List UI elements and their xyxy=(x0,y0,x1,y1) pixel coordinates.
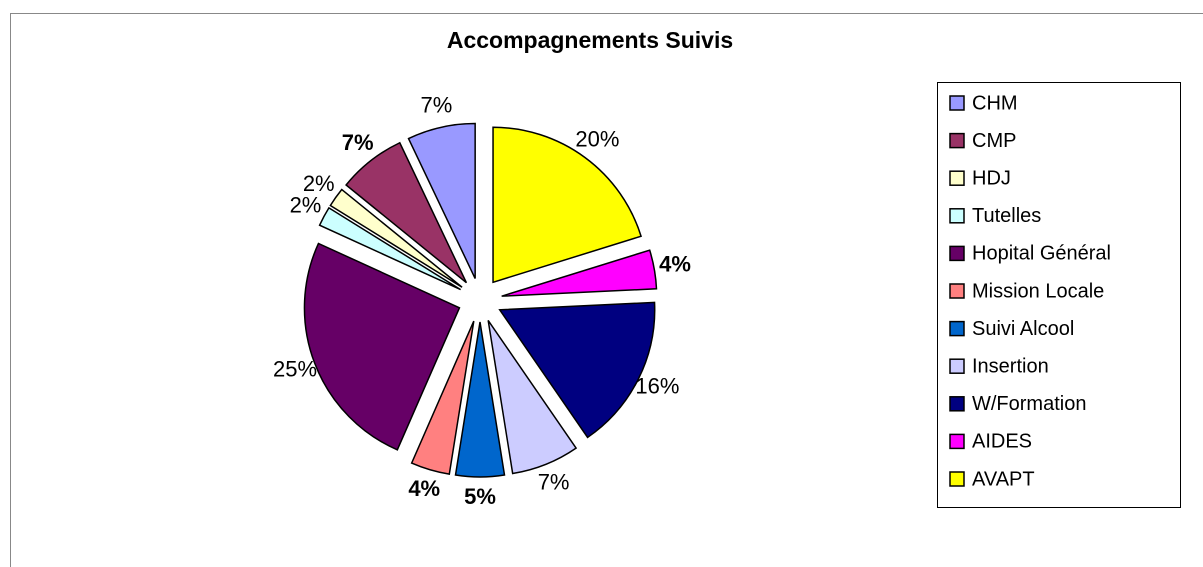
legend-label: Mission Locale xyxy=(972,280,1104,302)
data-label: 5% xyxy=(464,484,496,509)
chart-title: Accompagnements Suivis xyxy=(447,27,733,53)
pie-slice xyxy=(318,206,462,291)
pie-slice xyxy=(407,122,476,279)
legend-swatch xyxy=(949,396,965,412)
legend-swatch xyxy=(949,358,965,374)
legend-swatch xyxy=(949,320,965,337)
legend-label: AIDES xyxy=(972,431,1032,453)
legend-box xyxy=(937,82,1181,508)
data-label: 20% xyxy=(575,126,619,151)
pie-slice xyxy=(454,321,506,478)
legend-label: CMP xyxy=(972,130,1016,152)
pie-slice xyxy=(498,301,656,439)
pie-slice xyxy=(345,141,468,284)
pie-slice xyxy=(329,188,463,288)
legend-swatch xyxy=(949,170,965,186)
legend-label: HDJ xyxy=(972,167,1011,189)
legend-label: AVAPT xyxy=(972,468,1035,490)
legend-swatch xyxy=(949,95,965,111)
data-label: 7% xyxy=(538,470,570,495)
pie-slice xyxy=(487,319,578,475)
legend-label: W/Formation xyxy=(972,393,1086,415)
pie-slice xyxy=(303,242,461,451)
pie-slice xyxy=(492,126,642,284)
legend-swatch xyxy=(949,245,965,262)
data-label: 2% xyxy=(290,192,322,217)
data-label: 4% xyxy=(408,476,440,501)
data-label: 7% xyxy=(420,93,452,118)
legend-label: Insertion xyxy=(972,355,1049,377)
pie-slice xyxy=(501,249,658,297)
data-label: 4% xyxy=(659,251,691,276)
data-label: 7% xyxy=(342,130,374,155)
legend-label: Tutelles xyxy=(972,205,1041,227)
legend-swatch xyxy=(949,283,965,299)
data-label: 16% xyxy=(635,374,679,399)
legend-swatch xyxy=(949,208,965,224)
data-label: 2% xyxy=(303,171,335,196)
data-label: 25% xyxy=(273,356,317,381)
legend-label: Suivi Alcool xyxy=(972,318,1074,340)
legend-swatch xyxy=(949,433,965,450)
legend-swatch xyxy=(949,132,965,149)
pie-slice xyxy=(410,320,475,476)
legend-label: Hopital Général xyxy=(972,243,1111,265)
legend-swatch xyxy=(949,471,965,487)
frame xyxy=(10,13,1203,567)
legend-label: CHM xyxy=(972,92,1018,114)
